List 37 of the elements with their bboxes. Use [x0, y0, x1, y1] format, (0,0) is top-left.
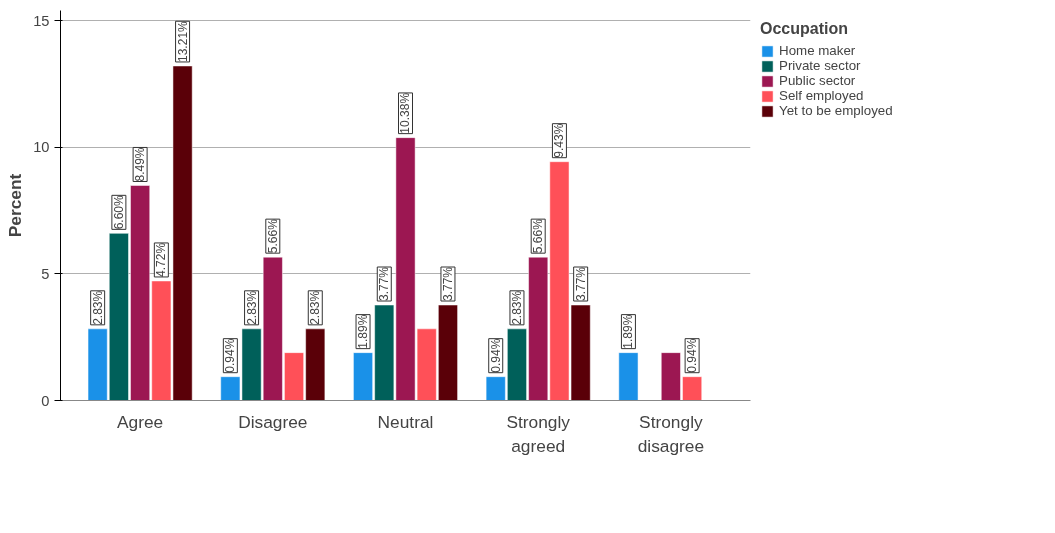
data-label: 10.38%	[398, 92, 413, 134]
data-label: 2.83%	[90, 290, 105, 325]
legend-title: Occupation	[760, 20, 849, 38]
legend-label: Home maker	[779, 43, 856, 58]
data-label: 3.77%	[377, 266, 392, 302]
data-label: 8.49%	[133, 147, 148, 182]
y-axis-title: Percent	[5, 173, 26, 238]
data-label: 4.72%	[154, 242, 169, 277]
y-tick-label: 0	[41, 392, 50, 409]
data-label: 6.60%	[111, 195, 126, 230]
bar	[618, 352, 639, 401]
data-label: 0.94%	[685, 338, 700, 373]
data-label: 0.94%	[223, 338, 238, 373]
data-label: 1.89%	[621, 314, 636, 349]
legend-label: Public sector	[779, 73, 856, 88]
y-tick-label: 15	[33, 12, 50, 29]
data-label: 3.77%	[573, 266, 588, 302]
x-tick-label: Neutral	[377, 411, 434, 432]
x-tick-label: Strongly agreed	[506, 411, 571, 456]
x-tick-label: Strongly disagree	[637, 411, 705, 456]
data-label: 5.66%	[531, 218, 546, 254]
y-tick-label: 5	[41, 265, 50, 282]
data-label: 5.66%	[265, 218, 280, 254]
data-label: 9.43%	[552, 123, 567, 158]
legend-label: Yet to be employed	[779, 103, 893, 118]
data-label: 0.94%	[488, 338, 503, 373]
y-tick-label: 10	[33, 139, 50, 156]
x-tick-label: Agree	[117, 411, 164, 432]
data-label: 2.83%	[244, 290, 259, 325]
data-label: 13.21%	[175, 20, 190, 62]
x-tick-label: Disagree	[238, 411, 308, 432]
data-label: 2.83%	[308, 290, 323, 325]
data-label: 3.77%	[440, 266, 455, 302]
legend-label: Private sector	[779, 58, 861, 73]
data-label: 1.89%	[356, 314, 371, 349]
legend-label: Self employed	[779, 88, 864, 103]
data-label: 2.83%	[509, 290, 524, 325]
